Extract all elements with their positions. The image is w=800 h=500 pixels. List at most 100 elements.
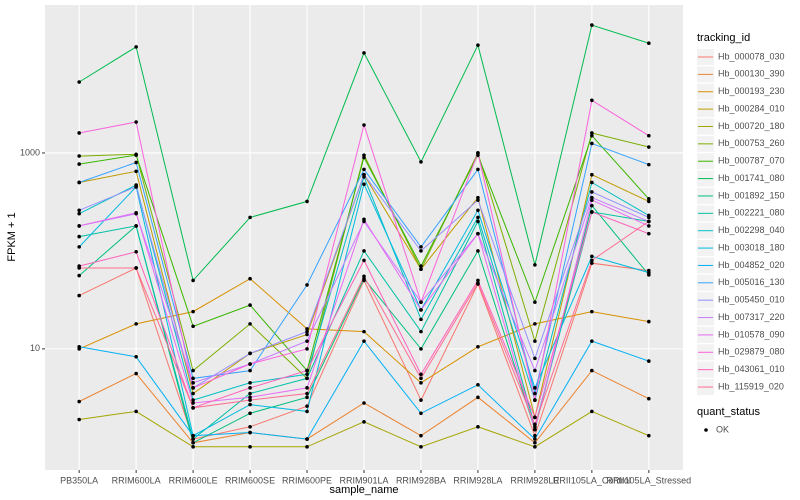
data-point (419, 372, 423, 377)
legend-label: Hb_000787_070 (718, 156, 785, 166)
data-point (305, 327, 309, 331)
data-point (77, 273, 81, 278)
data-point (77, 417, 81, 422)
data-point (647, 270, 651, 275)
data-point (419, 245, 423, 249)
data-point (476, 281, 480, 285)
data-point (77, 162, 81, 166)
data-point (191, 381, 195, 385)
data-point (134, 120, 138, 124)
data-point (362, 123, 366, 127)
data-point (647, 145, 651, 149)
data-point (134, 224, 138, 228)
y-axis-title: FPKM + 1 (6, 212, 18, 261)
data-point (77, 180, 81, 185)
data-point (77, 266, 81, 270)
data-point (305, 332, 309, 337)
legend-label: Hb_000078_030 (718, 51, 785, 61)
data-point (647, 396, 651, 401)
data-point (590, 261, 594, 265)
x-tick-label: RRIM901LA (339, 475, 388, 485)
data-point (77, 293, 81, 298)
data-point (134, 322, 138, 326)
data-point (134, 266, 138, 270)
legend-label: Hb_002298_040 (718, 225, 785, 235)
data-point (134, 210, 138, 215)
data-point (590, 198, 594, 202)
data-point (590, 203, 594, 208)
data-point (248, 391, 252, 396)
data-point (476, 395, 480, 400)
data-point (590, 141, 594, 146)
data-point (419, 308, 423, 312)
data-point (305, 404, 309, 408)
legend-label: Hb_001741_080 (718, 173, 785, 183)
data-point (77, 211, 81, 216)
legend-label: Hb_002221_080 (718, 208, 785, 218)
data-point (134, 45, 138, 49)
x-tick-label: RRIM928LA (453, 475, 502, 485)
data-point (419, 347, 423, 351)
data-point (305, 283, 309, 287)
data-point (305, 395, 309, 400)
data-point (647, 215, 651, 220)
data-point (533, 368, 537, 373)
data-point (476, 278, 480, 283)
legend-label: Hb_010578_090 (718, 329, 785, 339)
legend-label: Hb_000193_230 (718, 86, 785, 96)
data-point (590, 172, 594, 177)
data-point (134, 249, 138, 254)
legend-label: Hb_005016_130 (718, 277, 785, 287)
data-point (305, 372, 309, 377)
data-point (362, 167, 366, 172)
data-point (362, 51, 366, 55)
data-point (419, 317, 423, 322)
y-tick-label: 1000 (20, 147, 40, 157)
data-point (77, 224, 81, 228)
data-point (419, 381, 423, 385)
data-point (533, 300, 537, 304)
data-point (419, 433, 423, 438)
data-point (191, 278, 195, 283)
data-point (647, 133, 651, 138)
shape-legend-key (704, 428, 708, 432)
x-tick-label: RRIM928BA (396, 475, 446, 485)
data-point (647, 41, 651, 45)
data-point (305, 329, 309, 334)
x-tick-label: RRIM600PE (282, 475, 332, 485)
data-point (191, 324, 195, 329)
data-point (590, 98, 594, 103)
x-tick-label: RRIM600LE (169, 475, 218, 485)
legend-label: Hb_043061_010 (718, 364, 785, 374)
legend-label: Hb_003018_180 (718, 242, 785, 252)
data-point (533, 427, 537, 432)
data-point (362, 329, 366, 334)
data-point (419, 264, 423, 268)
data-point (248, 411, 252, 416)
data-point (362, 217, 366, 222)
data-point (533, 391, 537, 396)
data-point (476, 43, 480, 47)
data-point (362, 420, 366, 424)
legend-label: Hb_000753_260 (718, 138, 785, 148)
data-point (191, 433, 195, 438)
legend-label: Hb_029879_080 (718, 347, 785, 357)
data-point (590, 254, 594, 259)
data-point (191, 406, 195, 410)
data-point (77, 399, 81, 404)
data-point (476, 425, 480, 429)
shape-legend-label: OK (716, 424, 729, 434)
x-tick-label: RRII105LA_Control (553, 475, 631, 485)
legend-label: Hb_005450_010 (718, 295, 785, 305)
data-point (647, 197, 651, 201)
data-point (533, 356, 537, 361)
legend-label: Hb_000720_180 (718, 121, 785, 131)
data-point (305, 347, 309, 351)
data-point (248, 276, 252, 281)
x-axis-title: sample_name (329, 484, 398, 496)
x-tick-label: PB350LA (60, 475, 98, 485)
data-point (191, 309, 195, 314)
data-point (590, 409, 594, 414)
legend-label: Hb_000284_010 (718, 103, 785, 113)
data-point (77, 208, 81, 213)
